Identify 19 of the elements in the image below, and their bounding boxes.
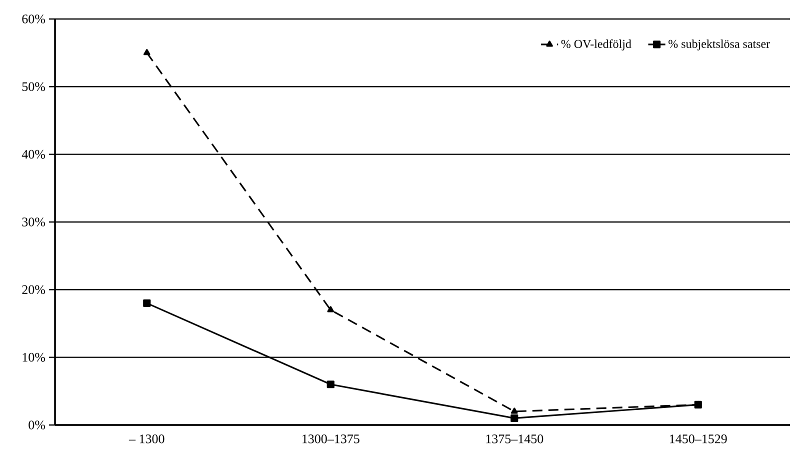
point bbox=[510, 414, 518, 422]
y-tick-label: 40% bbox=[22, 150, 46, 159]
y-tick-label: 20% bbox=[22, 285, 46, 294]
y-tick-label: 0% bbox=[28, 420, 46, 430]
point bbox=[326, 380, 334, 388]
x-tick-label: 1450–1529 bbox=[670, 434, 727, 444]
point bbox=[143, 299, 151, 307]
legend-label: % OV-ledföljd bbox=[561, 39, 632, 50]
point bbox=[143, 49, 150, 56]
y-tick-label: 60% bbox=[22, 14, 46, 24]
y-tick-label: 30% bbox=[22, 218, 46, 226]
x-tick-label: 1300–1375 bbox=[302, 434, 360, 444]
y-tick-label: 50% bbox=[22, 82, 46, 92]
point bbox=[327, 306, 334, 312]
point bbox=[510, 408, 518, 414]
x-tick-label: – 1300 bbox=[128, 434, 164, 444]
legend-label: % subjektslösa satser bbox=[668, 39, 770, 50]
y-tick-label: 10% bbox=[22, 352, 46, 362]
x-tick-label: 1375–1450 bbox=[486, 434, 544, 444]
